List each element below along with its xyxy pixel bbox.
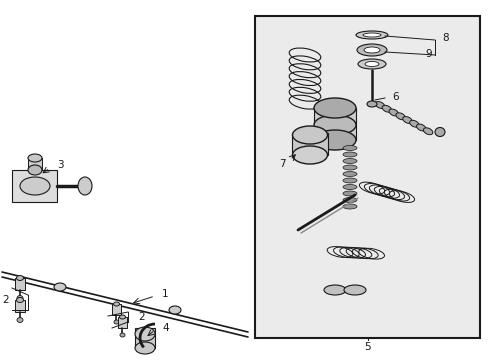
- Ellipse shape: [28, 165, 42, 175]
- Ellipse shape: [342, 204, 356, 209]
- Ellipse shape: [342, 152, 356, 157]
- Ellipse shape: [78, 177, 92, 195]
- Ellipse shape: [366, 101, 376, 107]
- Ellipse shape: [114, 320, 119, 324]
- Ellipse shape: [402, 117, 411, 123]
- Ellipse shape: [28, 154, 42, 162]
- Text: 9: 9: [424, 49, 431, 59]
- Ellipse shape: [382, 105, 391, 112]
- Text: 8: 8: [441, 33, 447, 43]
- Ellipse shape: [135, 342, 155, 354]
- Bar: [135, 328, 155, 348]
- Ellipse shape: [292, 126, 327, 144]
- Bar: [254, 16, 479, 338]
- Ellipse shape: [342, 165, 356, 170]
- Ellipse shape: [363, 47, 379, 53]
- Ellipse shape: [342, 185, 356, 189]
- Ellipse shape: [395, 113, 405, 120]
- Ellipse shape: [342, 191, 356, 196]
- Ellipse shape: [342, 178, 356, 183]
- Ellipse shape: [357, 59, 385, 69]
- Ellipse shape: [120, 333, 125, 337]
- Ellipse shape: [364, 62, 378, 67]
- Ellipse shape: [374, 102, 384, 108]
- Ellipse shape: [342, 145, 356, 150]
- Ellipse shape: [324, 285, 346, 295]
- Text: 7: 7: [278, 159, 285, 169]
- Ellipse shape: [342, 158, 356, 163]
- Bar: [12, 170, 57, 202]
- Text: 2: 2: [138, 312, 144, 322]
- Bar: [112, 304, 121, 315]
- Ellipse shape: [135, 327, 155, 341]
- Ellipse shape: [356, 44, 386, 56]
- Ellipse shape: [313, 130, 355, 150]
- Ellipse shape: [362, 33, 380, 37]
- Ellipse shape: [119, 315, 125, 319]
- Ellipse shape: [17, 296, 23, 301]
- Ellipse shape: [388, 109, 398, 116]
- Ellipse shape: [169, 306, 181, 314]
- Ellipse shape: [342, 171, 356, 176]
- Ellipse shape: [113, 302, 119, 306]
- Text: 2: 2: [2, 295, 9, 305]
- Ellipse shape: [17, 275, 23, 280]
- Ellipse shape: [416, 124, 425, 131]
- Text: 4: 4: [163, 323, 169, 333]
- Ellipse shape: [54, 283, 66, 291]
- Bar: [15, 278, 25, 290]
- Bar: [28, 158, 42, 170]
- Ellipse shape: [313, 98, 355, 118]
- Bar: [118, 317, 127, 328]
- Ellipse shape: [409, 120, 418, 127]
- Text: 6: 6: [391, 92, 398, 102]
- Text: 3: 3: [57, 160, 63, 170]
- Bar: [313, 108, 355, 140]
- Ellipse shape: [423, 128, 432, 135]
- Text: 1: 1: [162, 289, 168, 299]
- Text: 5: 5: [364, 342, 370, 352]
- Ellipse shape: [434, 127, 444, 136]
- Ellipse shape: [17, 318, 23, 323]
- Ellipse shape: [343, 285, 365, 295]
- Bar: [15, 300, 25, 312]
- Ellipse shape: [20, 177, 50, 195]
- Ellipse shape: [292, 146, 327, 164]
- Ellipse shape: [342, 198, 356, 202]
- Bar: [291, 133, 327, 155]
- Ellipse shape: [17, 297, 23, 302]
- Ellipse shape: [355, 31, 387, 39]
- Ellipse shape: [313, 115, 355, 135]
